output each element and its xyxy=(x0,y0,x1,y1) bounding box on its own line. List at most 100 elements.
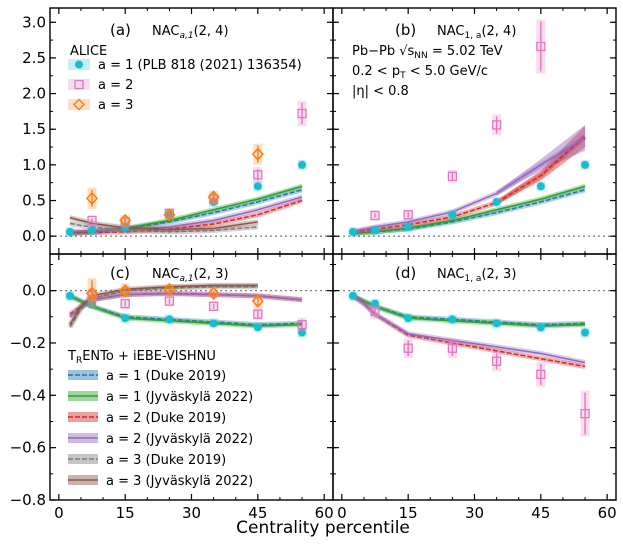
x-axis-label: Centrality percentile xyxy=(236,518,410,538)
data-point xyxy=(164,296,175,306)
y-tick-label: 0.5 xyxy=(22,192,46,210)
legend-a1-marker xyxy=(75,60,83,69)
data-legend: ALICE a = 1 (PLB 818 (2021) 136354) a = … xyxy=(68,44,302,113)
y-tick-label: 1.5 xyxy=(22,120,46,138)
data-point xyxy=(448,210,457,219)
data-point xyxy=(253,182,262,191)
data-point xyxy=(404,314,413,323)
panel-a xyxy=(50,100,333,237)
data-point xyxy=(581,160,590,169)
data-point xyxy=(120,299,130,309)
panel-b-observable: NAC1, a(2, 4) xyxy=(437,24,516,41)
data-point xyxy=(371,226,380,235)
data-point xyxy=(580,408,590,419)
panel-c-tag: (c) xyxy=(110,264,130,282)
data-point xyxy=(403,210,413,220)
data-point xyxy=(491,120,502,130)
model-band xyxy=(496,124,586,196)
data-point xyxy=(119,213,132,228)
eta-range-label: |η| < 0.8 xyxy=(352,84,409,99)
data-point xyxy=(297,108,307,119)
data-point xyxy=(251,147,264,161)
legend-a2-label: a = 2 xyxy=(98,78,133,93)
y-tick-label: 3.0 xyxy=(22,13,46,31)
x-tick-label: 15 xyxy=(399,504,418,522)
model-legend-label: a = 1 (Duke 2019) xyxy=(106,369,226,384)
panel-d xyxy=(333,289,616,437)
legend-a1-label: a = 1 (PLB 818 (2021) 136354) xyxy=(98,58,302,73)
model-line xyxy=(69,295,303,327)
data-point xyxy=(536,323,545,332)
legend-a3-swatch xyxy=(68,99,90,110)
model-legend-title: TRENTo + iEBE-VISHNU xyxy=(67,349,216,366)
pt-range-label: 0.2 < pT < 5.0 GeV/c xyxy=(352,64,488,81)
legend-a2-marker xyxy=(74,79,84,90)
data-point xyxy=(370,210,380,221)
model-legend: TRENTo + iEBE-VISHNU a = 1 (Duke 2019) a … xyxy=(67,349,253,489)
x-tick-label: 45 xyxy=(531,504,550,522)
data-point xyxy=(348,291,357,300)
model-line xyxy=(69,185,303,235)
data-point xyxy=(207,286,220,300)
y-tick-label: 0.0 xyxy=(22,282,46,300)
data-point xyxy=(119,283,132,298)
y-tick-label: 0.0 xyxy=(22,227,46,245)
y-tick-label: −0.6 xyxy=(10,439,46,457)
model-legend-label: a = 2 (Jyväskylä 2022) xyxy=(106,432,253,447)
y-tick-label: 1.0 xyxy=(22,156,46,174)
data-point xyxy=(536,41,546,52)
data-point xyxy=(88,226,97,235)
legend-a2-swatch xyxy=(68,79,90,90)
data-point xyxy=(253,323,262,332)
x-tick-label: 30 xyxy=(182,504,201,522)
legend-a3-marker xyxy=(72,98,86,111)
y-tick-label: 2.5 xyxy=(22,49,46,67)
model-line xyxy=(352,189,586,235)
model-line xyxy=(69,189,303,235)
x-tick-label: 45 xyxy=(248,504,267,522)
data-point xyxy=(491,356,502,366)
y-tick-label: −0.2 xyxy=(10,334,46,352)
model-legend-label: a = 3 (Jyväskylä 2022) xyxy=(106,474,253,489)
y-tick-label: 2.0 xyxy=(22,85,46,103)
data-point xyxy=(253,170,263,180)
legend-a3-label: a = 3 xyxy=(98,98,133,113)
data-point xyxy=(208,301,219,311)
x-tick-label: 0 xyxy=(54,504,64,522)
data-point xyxy=(251,294,264,308)
data-point xyxy=(370,306,380,317)
data-point xyxy=(165,315,174,324)
data-point xyxy=(581,328,590,337)
x-tick-label: 0 xyxy=(337,504,347,522)
collision-system-label: Pb−Pb √sNN = 5.02 TeV xyxy=(352,44,503,61)
data-point xyxy=(403,343,413,353)
data-point xyxy=(404,222,413,231)
data-point xyxy=(492,197,501,206)
panel-a-observable: NACa,1(2, 4) xyxy=(152,24,229,41)
data-point xyxy=(536,369,546,380)
data-point xyxy=(447,343,458,353)
data-legend-title: ALICE xyxy=(70,44,107,59)
panel-d-observable: NAC1, a(2, 3) xyxy=(437,267,516,284)
data-point xyxy=(348,227,357,236)
y-tick-label: −0.4 xyxy=(10,386,46,404)
model-line xyxy=(352,295,586,364)
model-line xyxy=(352,185,586,235)
model-band xyxy=(351,293,586,366)
data-point xyxy=(65,291,74,300)
data-point xyxy=(447,171,458,181)
model-line xyxy=(352,135,586,233)
axes-layer: 0.0 0.5 1.0 1.5 2.0 2.5 3.0 0 15 30 45 60 −0.8 −0.6 −0… xyxy=(10,7,617,522)
model-legend-label: a = 2 (Duke 2019) xyxy=(106,411,226,426)
data-point xyxy=(298,328,307,337)
data-point xyxy=(253,309,263,319)
panel-d-tag: (d) xyxy=(395,264,416,282)
model-legend-label: a = 1 (Jyväskylä 2022) xyxy=(106,390,253,405)
panel-b-tag: (b) xyxy=(395,21,416,39)
model-line xyxy=(352,295,586,327)
model-legend-label: a = 3 (Duke 2019) xyxy=(106,453,226,468)
data-point xyxy=(65,227,74,236)
data-point xyxy=(85,286,99,300)
data-point xyxy=(163,282,176,297)
model-line xyxy=(352,137,586,233)
